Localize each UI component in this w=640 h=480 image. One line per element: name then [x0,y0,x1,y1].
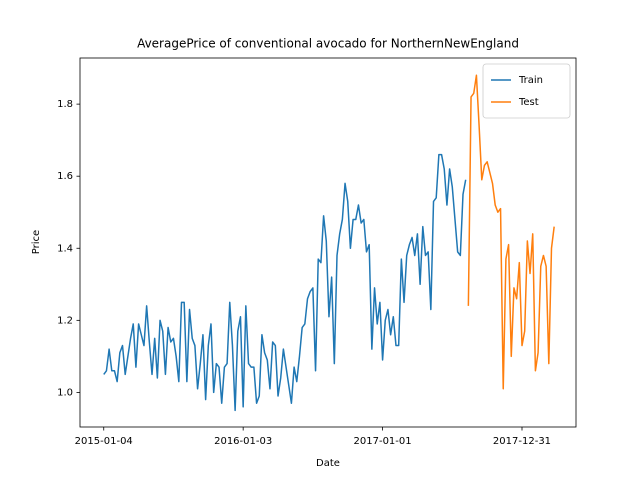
x-tick-label: 2017-01-01 [354,436,412,447]
y-tick-label: 1.4 [57,243,73,254]
x-tick-label: 2016-01-03 [214,436,272,447]
legend-box [482,63,571,119]
line-series [103,153,467,412]
chart-title: AveragePrice of conventional avocado for… [137,37,519,51]
plot-frame [79,57,577,428]
y-tick-label: 1.2 [57,315,73,326]
y-tick-label: 1.6 [57,171,73,182]
x-tick-label: 2017-12-31 [493,436,551,447]
y-tick-label: 1.8 [57,99,73,110]
y-axis-label: Price [31,230,42,254]
line-series [467,74,555,390]
legend-label: Train [518,75,543,86]
legend-label: Test [518,97,539,108]
x-tick-label: 2015-01-04 [75,436,133,447]
x-axis-label: Date [316,458,340,469]
y-tick-label: 1.0 [57,387,73,398]
